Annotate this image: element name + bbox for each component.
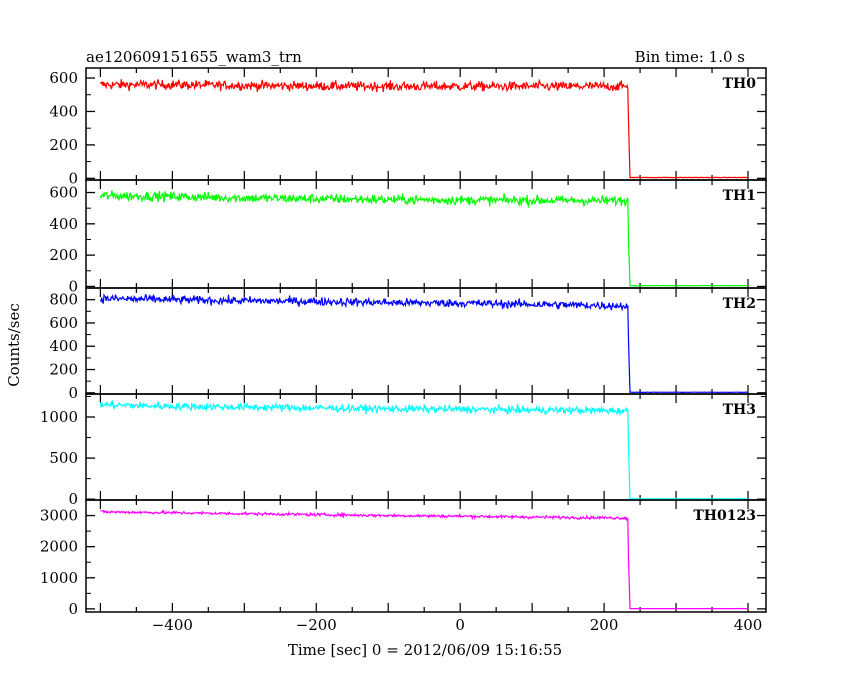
x-tick-label: −400	[152, 616, 193, 634]
series-label-th1: TH1	[723, 188, 756, 204]
series-line-th1	[99, 190, 749, 287]
x-tick-label: −200	[296, 616, 337, 634]
y-tick-label-th0123: 1000	[40, 569, 78, 587]
y-tick-label-th1: 400	[49, 215, 78, 233]
panel-frame-th0123	[85, 499, 767, 613]
y-tick-label-th1: 200	[49, 246, 78, 264]
bin-time-label: Bin time: 1.0 s	[635, 48, 745, 66]
series-label-th3: TH3	[723, 402, 756, 418]
series-line-th0123	[100, 509, 749, 610]
y-tick-label-th0: 0	[68, 169, 78, 187]
y-tick-label-th0: 200	[49, 136, 78, 154]
y-axis-label: Counts/sec	[5, 303, 23, 387]
y-tick-label-th2: 600	[49, 314, 78, 332]
y-tick-label-th1: 0	[68, 277, 78, 295]
panel-frame-th1	[85, 179, 767, 289]
y-tick-label-th0123: 0	[68, 600, 78, 618]
y-tick-label-th2: 0	[68, 384, 78, 402]
series-label-th0: TH0	[723, 76, 757, 92]
y-tick-label-th0: 400	[49, 102, 78, 120]
y-tick-label-th2: 400	[49, 337, 78, 355]
x-tick-label: 200	[590, 616, 619, 634]
chart-title: ae120609151655_wam3_trn	[86, 48, 302, 66]
y-tick-label-th2: 800	[49, 291, 78, 309]
y-tick-label-th0: 600	[49, 69, 78, 87]
y-tick-label-th3: 0	[68, 490, 78, 508]
y-tick-label-th2: 200	[49, 361, 78, 379]
y-tick-label-th3: 1000	[40, 408, 78, 426]
series-label-th0123: TH0123	[693, 508, 756, 524]
series-label-th2: TH2	[723, 296, 756, 312]
x-tick-label: 400	[734, 616, 763, 634]
series-line-th2	[99, 293, 748, 394]
y-tick-label-th3: 500	[49, 449, 78, 467]
y-tick-label-th1: 600	[49, 184, 78, 202]
panels-group: 0 200 400 600 TH0 0 200 400 600 TH1 0 200 400 600 800 T…	[40, 67, 767, 634]
x-tick-label: 0	[455, 616, 465, 634]
series-line-th0	[99, 78, 748, 179]
y-tick-label-th0123: 2000	[40, 538, 78, 556]
y-tick-label-th0123: 3000	[40, 507, 78, 525]
x-axis-label: Time [sec] 0 = 2012/06/09 15:16:55	[288, 641, 562, 659]
series-line-th3	[99, 399, 748, 500]
